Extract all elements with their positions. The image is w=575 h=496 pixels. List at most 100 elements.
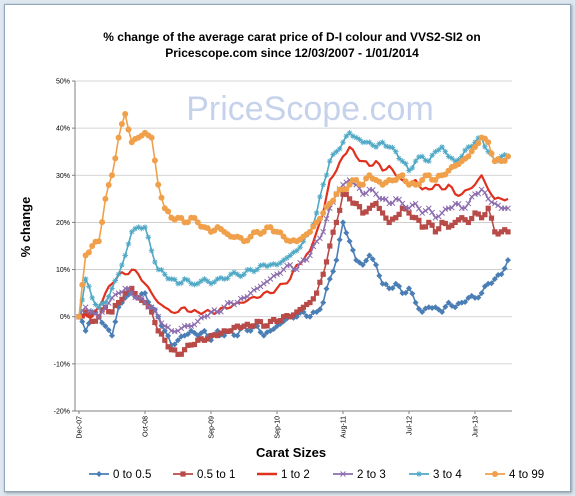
data-point (89, 295, 95, 301)
data-point (191, 215, 198, 222)
data-point (475, 190, 482, 197)
data-point (138, 225, 145, 232)
data-point (462, 205, 468, 211)
data-point (152, 319, 158, 326)
data-point (396, 155, 402, 162)
data-point (409, 165, 416, 171)
data-point (294, 247, 300, 254)
x-tick-label: Jun-13 (473, 416, 480, 438)
legend-label: 2 to 3 (357, 469, 386, 481)
data-point (138, 295, 145, 301)
data-point (264, 323, 270, 329)
data-point (293, 266, 300, 273)
data-point (376, 140, 383, 147)
data-point (307, 313, 313, 320)
data-point (105, 293, 112, 300)
data-point (363, 257, 370, 264)
data-point (488, 280, 495, 287)
data-point (284, 255, 290, 261)
data-point (323, 259, 330, 265)
data-point (485, 205, 491, 211)
data-point (158, 267, 165, 273)
data-point (89, 243, 96, 249)
data-point (389, 144, 396, 151)
data-point (422, 157, 429, 164)
data-point (281, 314, 287, 320)
data-point (409, 214, 415, 220)
y-tick-label: -10% (54, 361, 70, 368)
data-point (234, 299, 241, 306)
data-point (224, 275, 231, 282)
data-point (280, 266, 287, 273)
data-point (432, 229, 438, 235)
data-point (347, 196, 353, 202)
legend-item: 2 to 3 (333, 469, 386, 481)
data-point (323, 215, 330, 222)
data-point (178, 214, 185, 221)
data-point (116, 299, 122, 306)
data-point (221, 276, 227, 282)
data-point (267, 318, 273, 325)
data-point (287, 262, 294, 268)
data-point (129, 285, 135, 292)
data-point (231, 269, 237, 276)
data-point (393, 215, 399, 221)
data-point (373, 191, 379, 197)
data-point (182, 347, 188, 353)
data-point (188, 323, 195, 329)
data-point (165, 275, 171, 282)
data-point (248, 323, 254, 329)
data-point (102, 304, 109, 311)
data-point (416, 217, 422, 223)
data-point (498, 229, 504, 235)
data-point (327, 243, 333, 249)
data-point (502, 227, 508, 233)
data-point (469, 215, 475, 222)
data-point (109, 172, 115, 179)
data-point (194, 219, 201, 226)
data-point (442, 303, 449, 310)
data-point (317, 279, 323, 285)
y-tick-label: 40% (56, 126, 70, 133)
data-point (261, 262, 267, 268)
data-point (188, 342, 194, 348)
data-point (426, 158, 432, 164)
data-point (501, 265, 508, 272)
data-point (247, 266, 254, 273)
data-point (155, 181, 162, 188)
data-point (455, 217, 462, 223)
data-point (115, 134, 122, 141)
data-point (215, 332, 221, 339)
data-point (320, 299, 327, 306)
data-point (142, 290, 148, 297)
data-point (271, 316, 277, 323)
data-point (148, 134, 155, 141)
data-point (501, 152, 508, 158)
data-point (135, 224, 142, 230)
data-point (254, 266, 260, 273)
data-point (363, 209, 369, 215)
data-point (366, 205, 372, 211)
data-point (376, 205, 382, 212)
data-point (340, 219, 346, 226)
data-point (227, 299, 234, 306)
data-point (505, 153, 511, 160)
data-point (412, 200, 419, 207)
data-point (218, 274, 224, 281)
data-point (218, 308, 224, 315)
data-point (92, 318, 99, 324)
data-point (165, 344, 171, 350)
data-point (122, 252, 128, 259)
data-point (330, 151, 336, 158)
data-point (264, 263, 270, 270)
data-point (139, 297, 145, 303)
data-point (373, 144, 379, 150)
data-point (323, 172, 330, 178)
data-point (316, 215, 323, 222)
data-point (96, 304, 102, 311)
series-layer (76, 111, 511, 358)
data-point (317, 235, 323, 242)
data-point (149, 309, 155, 315)
data-point (175, 328, 181, 334)
data-point (267, 262, 274, 268)
